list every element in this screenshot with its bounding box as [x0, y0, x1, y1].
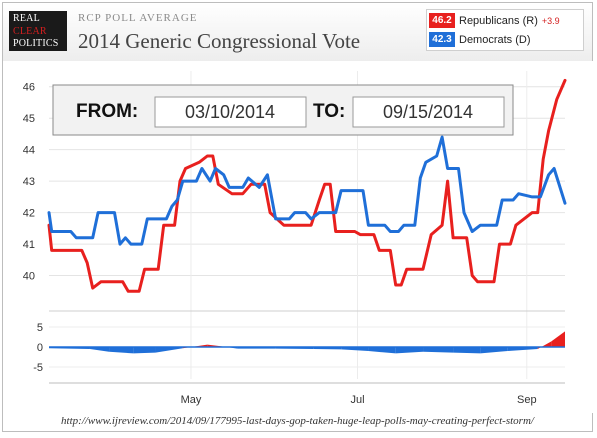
from-date-value: 03/10/2014 [185, 102, 275, 122]
spread-segment [395, 347, 424, 354]
x-tick-label: May [181, 394, 202, 406]
chart-header: REAL CLEAR POLITICS RCP POLL AVERAGE 201… [3, 3, 592, 62]
source-url[interactable]: http://www.ijreview.com/2014/09/177995-l… [61, 415, 534, 427]
legend-item-democrats: 42.3 Democrats (D) [429, 31, 581, 48]
spread-y-tick-label: -5 [33, 362, 43, 374]
y-tick-label: 44 [23, 145, 35, 157]
from-date-input[interactable] [154, 96, 307, 128]
spread-segment [368, 347, 396, 354]
from-label: FROM: [76, 101, 138, 122]
spread-segment [507, 347, 538, 351]
legend-name-republicans: Republicans (R) [459, 14, 538, 27]
series-line-democrats [47, 135, 567, 246]
spread-segment [480, 347, 508, 354]
legend-item-republicans: 46.2 Republicans (R) +3.9 [429, 12, 581, 29]
logo-line-3: POLITICS [13, 38, 59, 49]
logo-line-2: CLEAR [13, 25, 47, 37]
y-tick-label: 46 [23, 82, 35, 94]
spread-segment [89, 347, 110, 352]
y-tick-label: 42 [23, 208, 35, 220]
logo-line-1: REAL [13, 13, 40, 24]
chart-title: 2014 Generic Congressional Vote [78, 29, 361, 53]
to-date-input[interactable] [352, 96, 505, 128]
legend: 46.2 Republicans (R) +3.9 42.3 Democrats… [426, 9, 584, 51]
y-tick-label: 43 [23, 176, 35, 188]
series-line-republicans [47, 78, 567, 293]
y-tick-label: 41 [23, 239, 35, 251]
x-tick-label: Sep [517, 394, 537, 406]
spread-segment [551, 331, 565, 347]
spread-segment [423, 347, 454, 353]
spread-segment [341, 347, 369, 351]
legend-value-republicans: 46.2 [429, 13, 455, 28]
spread-segment [453, 347, 481, 354]
spread-y-tick-label: 0 [37, 342, 43, 354]
legend-value-democrats: 42.3 [429, 32, 455, 47]
x-tick-label: Jul [350, 394, 364, 406]
spread-segment [155, 347, 183, 353]
to-date-value: 09/15/2014 [383, 102, 473, 122]
spread-y-tick-label: 5 [37, 322, 43, 334]
legend-name-democrats: Democrats (D) [459, 33, 531, 46]
chart-area: 40 41 42 43 44 45 46 May Jul Sep 5 0 -5 FROM: 03/10/… [3, 61, 594, 413]
chart-supertitle: RCP POLL AVERAGE [78, 12, 198, 24]
spread-segment [133, 347, 156, 354]
to-label: TO: [313, 101, 345, 122]
chart-svg: 40 41 42 43 44 45 46 May Jul Sep 5 0 -5 FROM: 03/10/… [3, 61, 594, 413]
legend-change-republicans: +3.9 [541, 15, 560, 26]
chart-frame: REAL CLEAR POLITICS RCP POLL AVERAGE 201… [2, 2, 594, 432]
date-range-controls: FROM: 03/10/2014 TO: 09/15/2014 [52, 84, 514, 136]
spread-segment [109, 347, 134, 354]
rcp-logo: REAL CLEAR POLITICS [9, 11, 67, 51]
y-tick-label: 45 [23, 113, 35, 125]
y-tick-label: 40 [23, 271, 35, 283]
